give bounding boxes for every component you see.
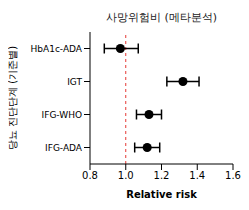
svg-text:당뇨 진단단계 (기준별): 당뇨 진단단계 (기준별) <box>8 46 18 150</box>
svg-text:1.2: 1.2 <box>154 170 170 181</box>
svg-text:IGT: IGT <box>67 77 82 87</box>
svg-text:1.0: 1.0 <box>118 170 134 181</box>
svg-text:0.8: 0.8 <box>82 170 98 181</box>
svg-text:IFG-ADA: IFG-ADA <box>45 143 83 153</box>
html-text:사망위험비 (메타분석): 사망위험비 (메타분석) <box>106 11 217 24</box>
svg-text:IFG-WHO: IFG-WHO <box>42 110 82 120</box>
svg-text:1.4: 1.4 <box>189 170 205 181</box>
svg-text:1.6: 1.6 <box>225 170 241 181</box>
svg-text:HbA1c-ADA: HbA1c-ADA <box>31 44 83 54</box>
svg-text:Relative risk: Relative risk <box>126 189 197 200</box>
